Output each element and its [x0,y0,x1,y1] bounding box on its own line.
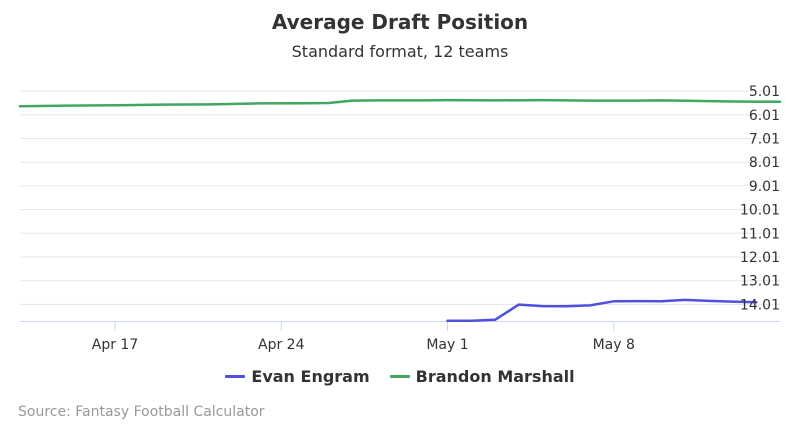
chart-subtitle: Standard format, 12 teams [291,42,509,61]
y-tick-label: 7.01 [749,132,780,148]
legend-item-evan-engram[interactable]: Evan Engram [225,367,370,386]
x-axis [20,321,780,331]
adp-line-chart: 5.01 6.01 7.01 8.01 9.01 10.01 11.01 12.01 13.01… [18,84,782,353]
series-layer [18,98,782,323]
legend-label-brandon-marshall: Brandon Marshall [415,367,575,386]
tick-labels: 5.01 6.01 7.01 8.01 9.01 10.01 11.01 12.01 13.01… [92,84,780,353]
x-tick-label: May 1 [426,337,468,353]
chart-title: Average Draft Position [271,10,529,34]
series-line-brandon-marshall [18,98,782,108]
y-tick-label: 5.01 [749,84,780,100]
series-line-evan-engram [446,298,758,323]
y-tick-label: 14.01 [740,297,780,313]
legend: Evan Engram Brandon Marshall [0,367,800,386]
y-tick-label: 6.01 [749,108,780,124]
x-tick-label: Apr 24 [258,337,305,353]
y-tick-label: 8.01 [749,155,780,171]
grid-layer [20,90,780,305]
legend-swatch-evan-engram [225,375,246,378]
y-tick-label: 13.01 [740,274,780,290]
legend-item-brandon-marshall[interactable]: Brandon Marshall [389,367,575,386]
legend-label-evan-engram: Evan Engram [251,367,370,386]
x-tick-label: Apr 17 [92,337,138,353]
legend-swatch-brandon-marshall [389,375,410,378]
y-tick-label: 10.01 [740,203,780,219]
y-tick-label: 9.01 [749,179,780,195]
y-tick-label: 11.01 [740,226,780,242]
y-tick-label: 12.01 [740,250,780,266]
x-tick-label: May 8 [593,337,635,353]
source-credit: Source: Fantasy Football Calculator [18,404,265,420]
